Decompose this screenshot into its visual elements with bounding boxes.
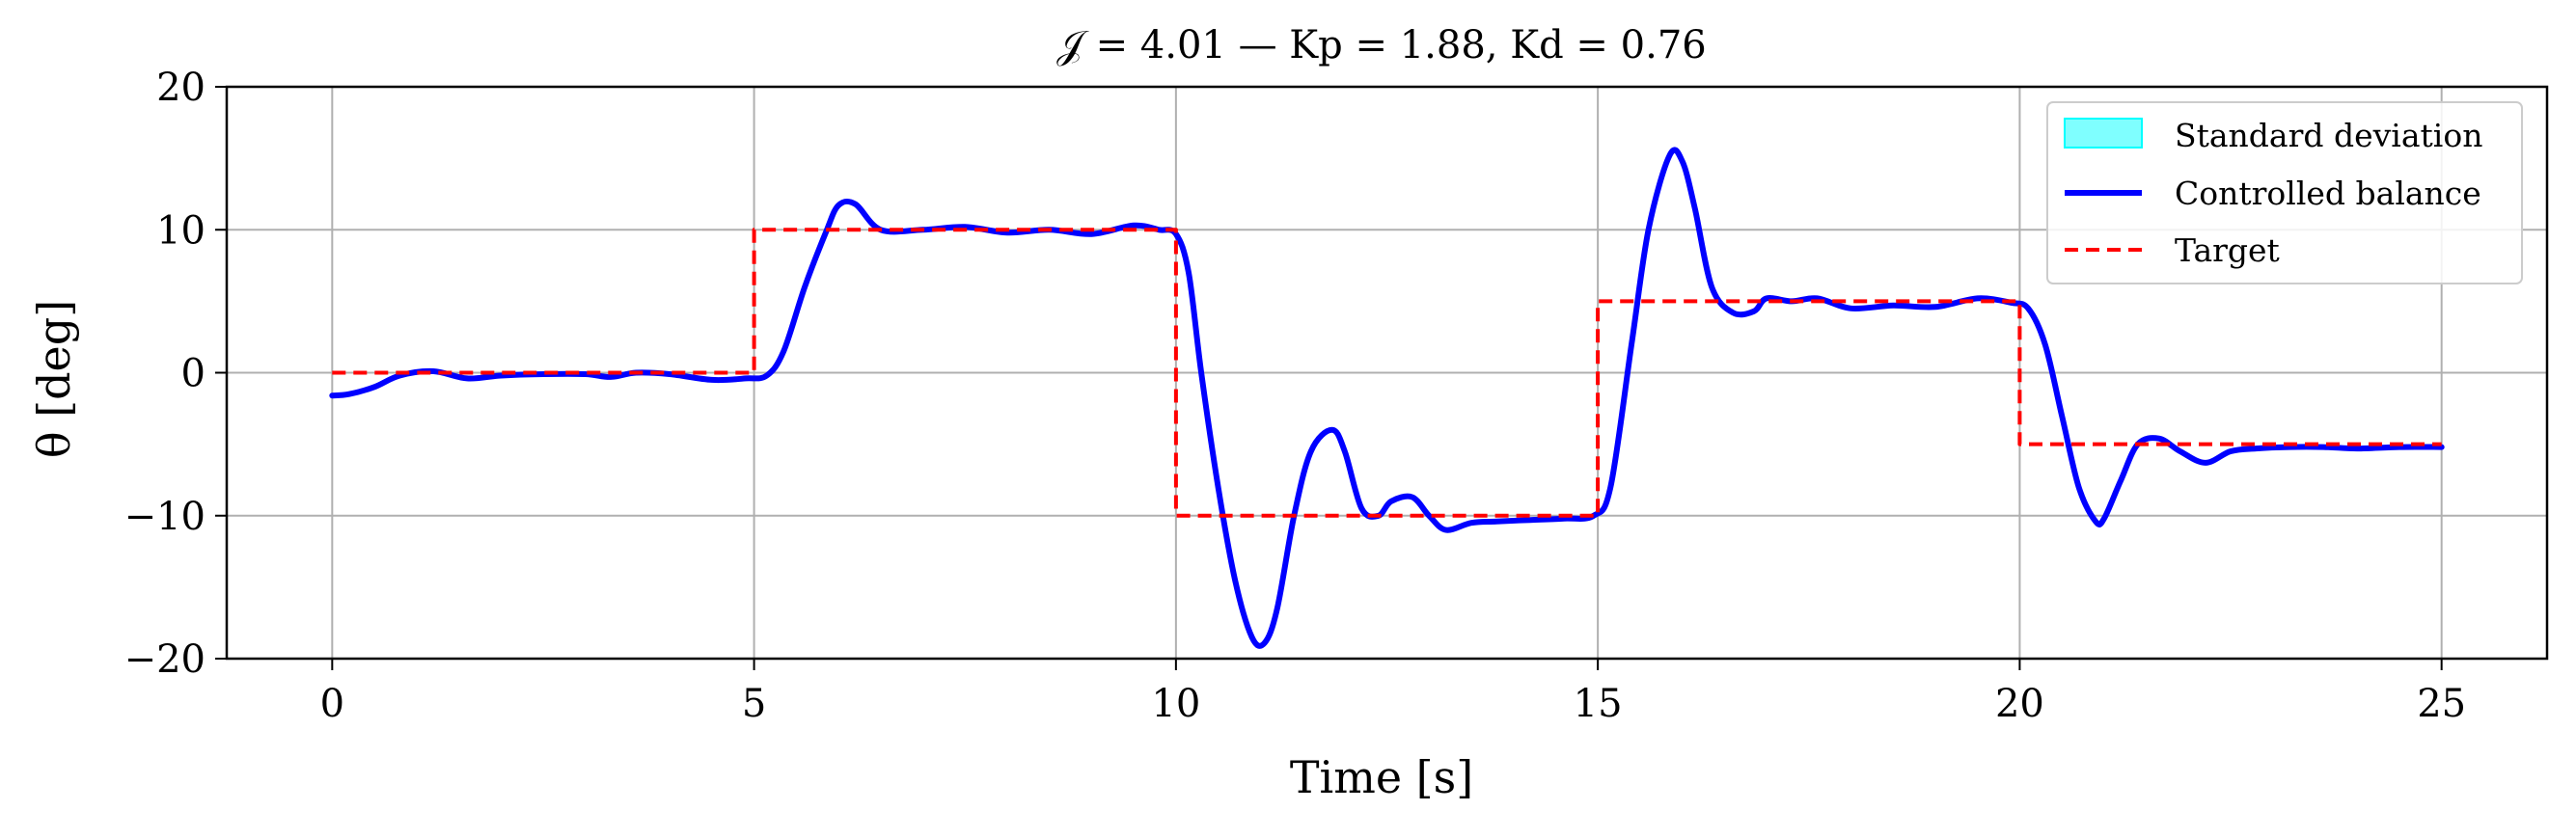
x-tick-label: 20 [1995, 682, 2044, 726]
x-tick-label: 0 [320, 682, 344, 726]
y-tick-label: −10 [124, 495, 206, 539]
x-tick-label: 15 [1574, 682, 1623, 726]
y-tick-label: 10 [156, 208, 206, 253]
x-tick-label: 5 [742, 682, 766, 726]
chart-title: 𝒥 = 4.01 — Kp = 1.88, Kd = 0.76 [1056, 23, 1706, 68]
x-axis-label: Time [s] [1290, 751, 1473, 803]
legend-label-std: Standard deviation [2175, 117, 2482, 154]
y-tick-label: 0 [181, 352, 206, 396]
legend-box [2046, 101, 2523, 284]
controlled-balance-line [329, 147, 2445, 649]
x-tick-label: 25 [2417, 682, 2466, 726]
legend-label-controlled: Controlled balance [2175, 175, 2481, 212]
x-tick-label: 10 [1151, 682, 1200, 726]
y-tick-label: 20 [156, 66, 206, 110]
series-layer [329, 147, 2445, 649]
target-line [332, 228, 2442, 518]
legend: Standard deviation Controlled balance Ta… [2046, 101, 2523, 284]
legend-label-target: Target [2175, 231, 2280, 269]
x-axis: 0 5 10 15 20 25 [320, 659, 2466, 726]
y-axis: −20 −10 0 10 20 [124, 66, 227, 682]
y-axis-label: θ [deg] [28, 300, 80, 458]
y-tick-label: −20 [124, 637, 206, 682]
legend-swatch-std [2064, 118, 2143, 149]
